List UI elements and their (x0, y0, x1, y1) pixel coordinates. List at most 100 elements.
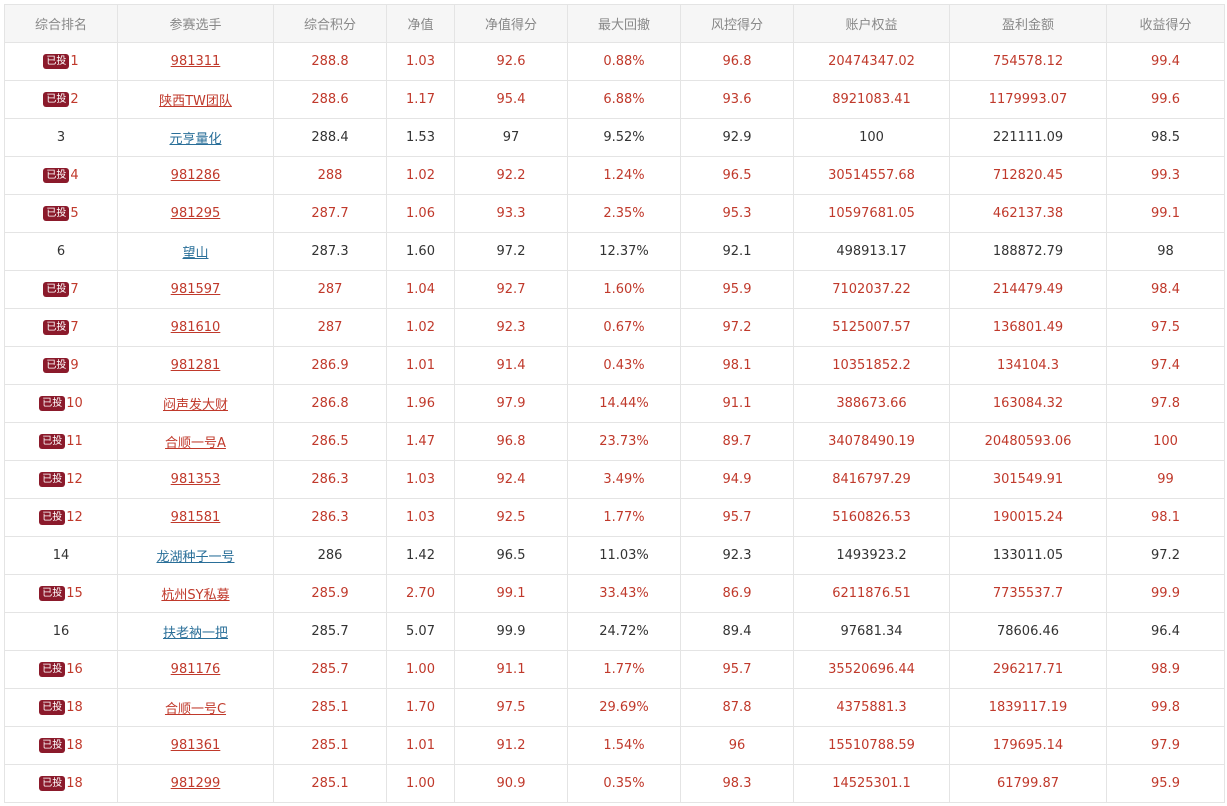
contestant-link[interactable]: 龙湖种子一号 (156, 550, 235, 565)
total-score-cell: 287 (273, 308, 387, 347)
max-drawdown-cell: 0.88% (567, 42, 681, 81)
contestant-link[interactable]: 扶老衲一把 (162, 626, 228, 641)
nav-cell: 1.42 (386, 536, 455, 575)
profit-cell: 712820.45 (949, 156, 1107, 195)
nav-score-cell: 97.9 (454, 384, 568, 423)
rank-cell: 已投 10 (4, 384, 118, 423)
risk-score-cell: 98.3 (680, 764, 794, 803)
contestant-link[interactable]: 合顺一号C (164, 702, 227, 717)
equity-cell: 30514557.68 (793, 156, 950, 195)
contestant-cell: 981353 (117, 460, 274, 499)
contestant-link[interactable]: 981281 (170, 358, 221, 373)
contestant-link[interactable]: 981597 (170, 282, 221, 297)
contestant-link[interactable]: 闷声发大财 (162, 398, 228, 413)
contestant-cell: 981597 (117, 270, 274, 309)
risk-score-cell: 92.3 (680, 536, 794, 575)
rank-cell: 已投 7 (4, 270, 118, 309)
total-score-cell: 286.8 (273, 384, 387, 423)
rank-value: 2 (70, 92, 79, 107)
header-nav[interactable]: 净值 (386, 4, 455, 43)
total-score-cell: 286.9 (273, 346, 387, 385)
nav-cell: 1.00 (386, 764, 455, 803)
risk-score-cell: 95.7 (680, 498, 794, 537)
max-drawdown-cell: 23.73% (567, 422, 681, 461)
contestant-link[interactable]: 981286 (170, 168, 221, 183)
rank-cell: 已投 1 (4, 42, 118, 81)
header-equity[interactable]: 账户权益 (793, 4, 950, 43)
table-row: 已投 5 981295 287.7 1.06 93.3 2.35% 95.3 10… (4, 194, 1225, 233)
contestant-link[interactable]: 981361 (170, 738, 221, 753)
contestant-cell: 981295 (117, 194, 274, 233)
table-row: 已投 1 981311 288.8 1.03 92.6 0.88% 96.8 20… (4, 42, 1225, 81)
rank-cell: 已投 18 (4, 726, 118, 765)
contestant-link[interactable]: 合顺一号A (165, 436, 226, 451)
return-score-cell: 97.8 (1106, 384, 1225, 423)
nav-score-cell: 92.2 (454, 156, 568, 195)
nav-cell: 1.03 (386, 460, 455, 499)
return-score-cell: 99.4 (1106, 42, 1225, 81)
nav-score-cell: 96.8 (454, 422, 568, 461)
contestant-cell: 981610 (117, 308, 274, 347)
contestant-link[interactable]: 981311 (170, 54, 221, 69)
header-return-score[interactable]: 收益得分 (1106, 4, 1225, 43)
header-rank[interactable]: 综合排名 (4, 4, 118, 43)
rank-value: 11 (66, 434, 83, 449)
table-row: 3 元亨量化 288.4 1.53 97 9.52% 92.9 100 2211… (4, 118, 1225, 157)
rank-cell: 已投 12 (4, 498, 118, 537)
contestant-link[interactable]: 望山 (182, 246, 209, 261)
header-max-drawdown[interactable]: 最大回撤 (567, 4, 681, 43)
invested-badge: 已投 (39, 434, 66, 449)
total-score-cell: 285.1 (273, 764, 387, 803)
max-drawdown-cell: 12.37% (567, 232, 681, 271)
risk-score-cell: 92.9 (680, 118, 794, 157)
max-drawdown-cell: 24.72% (567, 612, 681, 651)
profit-cell: 1179993.07 (949, 80, 1107, 119)
return-score-cell: 99.6 (1106, 80, 1225, 119)
nav-cell: 1.17 (386, 80, 455, 119)
nav-cell: 1.96 (386, 384, 455, 423)
contestant-link[interactable]: 981353 (170, 472, 221, 487)
invested-badge: 已投 (39, 472, 66, 487)
rank-value: 16 (66, 662, 83, 677)
table-row: 6 望山 287.3 1.60 97.2 12.37% 92.1 498913.… (4, 232, 1225, 271)
equity-cell: 388673.66 (793, 384, 950, 423)
risk-score-cell: 87.8 (680, 688, 794, 727)
table-row: 已投 9 981281 286.9 1.01 91.4 0.43% 98.1 10… (4, 346, 1225, 385)
rank-value: 18 (66, 776, 83, 791)
risk-score-cell: 86.9 (680, 574, 794, 613)
risk-score-cell: 93.6 (680, 80, 794, 119)
contestant-link[interactable]: 981581 (170, 510, 221, 525)
risk-score-cell: 91.1 (680, 384, 794, 423)
contestant-link[interactable]: 981610 (170, 320, 221, 335)
contestant-link[interactable]: 杭州SY私募 (161, 588, 230, 603)
total-score-cell: 285.1 (273, 688, 387, 727)
total-score-cell: 288.4 (273, 118, 387, 157)
equity-cell: 6211876.51 (793, 574, 950, 613)
return-score-cell: 98.9 (1106, 650, 1225, 689)
header-total-score[interactable]: 综合积分 (273, 4, 387, 43)
equity-cell: 4375881.3 (793, 688, 950, 727)
contestant-link[interactable]: 陕西TW团队 (159, 94, 232, 109)
header-nav-score[interactable]: 净值得分 (454, 4, 568, 43)
header-profit[interactable]: 盈利金额 (949, 4, 1107, 43)
contestant-link[interactable]: 元亨量化 (169, 132, 222, 147)
contestant-link[interactable]: 981176 (170, 662, 221, 677)
rank-value: 5 (70, 206, 79, 221)
table-row: 已投 10 闷声发大财 286.8 1.96 97.9 14.44% 91.1 3… (4, 384, 1225, 423)
total-score-cell: 285.7 (273, 650, 387, 689)
nav-cell: 1.03 (386, 498, 455, 537)
contestant-link[interactable]: 981299 (170, 776, 221, 791)
total-score-cell: 288.8 (273, 42, 387, 81)
profit-cell: 296217.71 (949, 650, 1107, 689)
contestant-cell: 合顺一号C (117, 688, 274, 727)
total-score-cell: 286.3 (273, 460, 387, 499)
invested-badge: 已投 (39, 396, 66, 411)
invested-badge: 已投 (39, 510, 66, 525)
rank-value: 1 (70, 54, 79, 69)
header-risk-score[interactable]: 风控得分 (680, 4, 794, 43)
header-contestant[interactable]: 参赛选手 (117, 4, 274, 43)
max-drawdown-cell: 2.35% (567, 194, 681, 233)
contestant-cell: 981176 (117, 650, 274, 689)
total-score-cell: 286.3 (273, 498, 387, 537)
contestant-link[interactable]: 981295 (170, 206, 221, 221)
